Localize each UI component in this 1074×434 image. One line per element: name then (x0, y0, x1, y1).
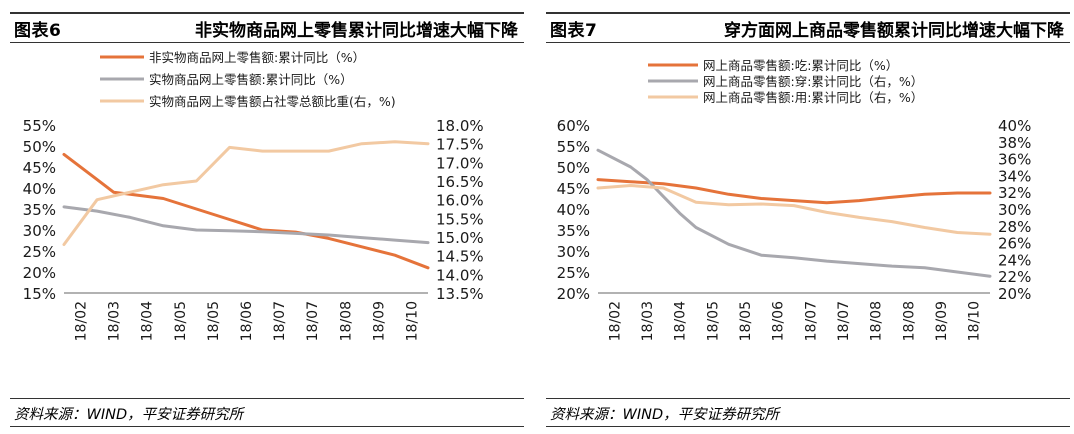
right-axis-tick-label: 24% (998, 251, 1031, 269)
right-axis-tick-label: 17.5% (436, 136, 484, 154)
right-axis-tick-label: 18.0% (436, 117, 484, 135)
left-axis-tick-label: 45% (23, 159, 56, 177)
left-axis-tick-label: 45% (557, 180, 590, 198)
source-note: 资料来源：WIND，平安证券研究所 (14, 407, 244, 423)
x-tick-label: 18/04 (673, 301, 689, 341)
left-axis-tick-label: 30% (557, 243, 590, 261)
x-tick-label: 18/05 (206, 301, 222, 341)
right-axis-tick-label: 22% (998, 268, 1031, 286)
left-axis-tick-label: 50% (23, 138, 56, 156)
series-line (62, 140, 430, 246)
legend-label: 网上商品零售额:吃:累计同比（%） (703, 58, 898, 73)
left-axis-tick-label: 20% (557, 285, 590, 303)
x-tick-label: 18/07 (305, 301, 321, 341)
source-rule-top (546, 398, 1070, 399)
left-axis-tick-label: 40% (23, 180, 56, 198)
left-axis-tick-label: 40% (557, 201, 590, 219)
figure-number: 图表7 (550, 21, 598, 41)
x-tick-label: 18/10 (967, 301, 983, 341)
right-axis-tick-label: 14.5% (436, 248, 484, 266)
figure-number: 图表6 (14, 21, 62, 41)
right-axis-tick-label: 16.5% (436, 173, 484, 191)
source-rule-top (10, 398, 524, 399)
legend-label: 实物商品网上零售额占社零总额比重(右，%) (149, 94, 396, 109)
x-tick-label: 18/04 (140, 301, 156, 341)
x-tick-label: 18/06 (771, 301, 787, 341)
left-axis-tick-label: 25% (557, 264, 590, 282)
right-axis-tick-label: 15.0% (436, 229, 484, 247)
source-rule-bottom (546, 426, 1070, 427)
left-axis-tick-label: 50% (557, 159, 590, 177)
title-rule-bottom (546, 42, 1070, 43)
figure-title: 非实物商品网上零售累计同比增速大幅下降 (195, 21, 518, 41)
right-axis-tick-label: 13.5% (436, 285, 484, 303)
source-bar: 资料来源：WIND，平安证券研究所 (546, 398, 1070, 428)
x-tick-label: 18/02 (74, 301, 90, 341)
source-bar: 资料来源：WIND，平安证券研究所 (10, 398, 524, 428)
left-axis-tick-label: 20% (23, 264, 56, 282)
legend-label: 实物商品网上零售额:累计同比（%） (149, 72, 353, 87)
right-axis-tick-label: 26% (998, 235, 1031, 253)
line-chart: 非实物商品网上零售额:累计同比（%） 实物商品网上零售额:累计同比（%） 实物商品网… (23, 50, 484, 341)
line-chart: 网上商品零售额:吃:累计同比（%）网上商品零售额:穿:累计同比（右，%）网上商品… (557, 58, 1032, 341)
series-line (596, 148, 992, 278)
right-axis-tick-label: 34% (998, 167, 1031, 185)
legend-label: 网上商品零售额:穿:累计同比（右，%） (703, 74, 923, 89)
right-axis-tick-label: 20% (998, 285, 1031, 303)
series-line (62, 205, 430, 245)
x-tick-label: 18/05 (705, 301, 721, 341)
x-tick-label: 18/07 (836, 301, 852, 341)
left-axis-tick-label: 60% (557, 117, 590, 135)
legend-label: 网上商品零售额:用:累计同比（右，%） (703, 90, 923, 105)
left-axis-tick-label: 55% (23, 117, 56, 135)
x-tick-label: 18/09 (934, 301, 950, 341)
x-tick-label: 18/10 (404, 301, 420, 341)
source-rule-bottom (10, 426, 524, 427)
figure-title-bar: 图表7 穿方面网上商品零售额累计同比增速大幅下降 (546, 12, 1070, 43)
series-line (62, 152, 430, 270)
x-tick-label: 18/07 (272, 301, 288, 341)
x-tick-label: 18/07 (803, 301, 819, 341)
x-tick-label: 18/08 (338, 301, 354, 341)
source-note: 资料来源：WIND，平安证券研究所 (550, 407, 780, 423)
chart-panel-left: 图表6 非实物商品网上零售累计同比增速大幅下降 非实物商品网上零售额:累计同比（… (0, 0, 528, 434)
title-rule-bottom (10, 42, 524, 43)
title-rule-top (546, 12, 1070, 14)
legend-label: 非实物商品网上零售额:累计同比（%） (149, 50, 365, 65)
right-axis-tick-label: 38% (998, 134, 1031, 152)
x-tick-label: 18/06 (239, 301, 255, 341)
title-rule-top (10, 12, 524, 14)
left-axis-tick-label: 30% (23, 222, 56, 240)
x-tick-label: 18/03 (640, 301, 656, 341)
right-axis-tick-label: 36% (998, 151, 1031, 169)
right-axis-tick-label: 17.0% (436, 154, 484, 172)
left-axis-tick-label: 35% (557, 222, 590, 240)
x-tick-label: 18/09 (371, 301, 387, 341)
x-tick-label: 18/08 (869, 301, 885, 341)
right-axis-tick-label: 30% (998, 201, 1031, 219)
x-tick-label: 18/05 (738, 301, 754, 341)
left-axis-tick-label: 55% (557, 138, 590, 156)
right-axis-tick-label: 16.0% (436, 192, 484, 210)
right-axis-tick-label: 15.5% (436, 210, 484, 228)
x-tick-label: 18/08 (901, 301, 917, 341)
right-axis-tick-label: 40% (998, 117, 1031, 135)
series-line (596, 178, 992, 205)
x-tick-label: 18/05 (173, 301, 189, 341)
figure-title: 穿方面网上商品零售额累计同比增速大幅下降 (724, 21, 1064, 41)
left-axis-tick-label: 25% (23, 243, 56, 261)
x-tick-label: 18/03 (107, 301, 123, 341)
series-line (596, 184, 992, 236)
figure-title-bar: 图表6 非实物商品网上零售累计同比增速大幅下降 (10, 12, 524, 43)
x-tick-label: 18/02 (607, 301, 623, 341)
right-axis-tick-label: 14.0% (436, 266, 484, 284)
right-axis-tick-label: 32% (998, 184, 1031, 202)
right-axis-tick-label: 28% (998, 218, 1031, 236)
left-axis-tick-label: 15% (23, 285, 56, 303)
chart-panel-right: 图表7 穿方面网上商品零售额累计同比增速大幅下降 网上商品零售额:吃:累计同比（… (536, 0, 1074, 434)
left-axis-tick-label: 35% (23, 201, 56, 219)
